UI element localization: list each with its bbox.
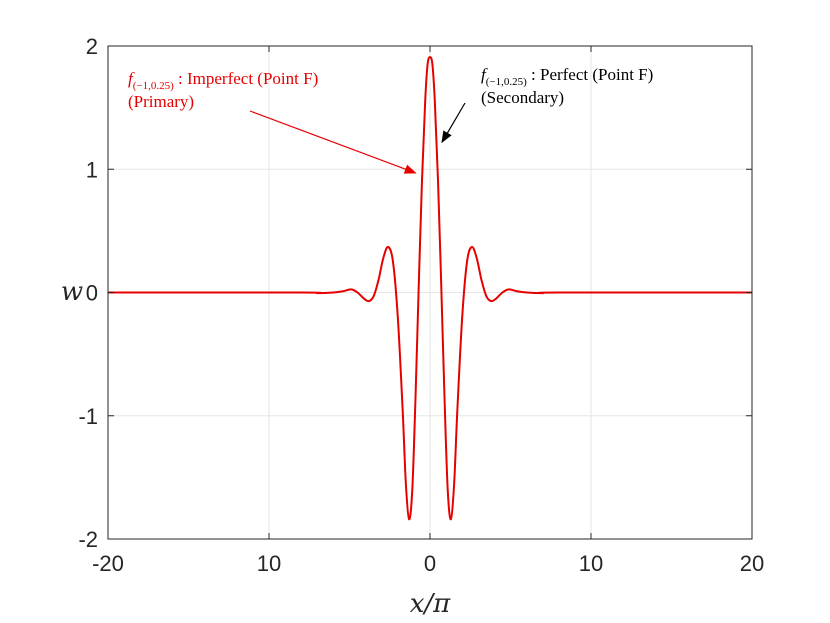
y-tick-label: -1 bbox=[78, 404, 98, 429]
annotation-primary-text: : Imperfect (Point F) bbox=[174, 69, 318, 88]
annotation-primary-func: f bbox=[128, 69, 135, 88]
y-tick-label: 1 bbox=[86, 157, 98, 182]
annotation-secondary-line2: (Secondary) bbox=[481, 88, 564, 107]
tick-marks bbox=[107, 45, 753, 540]
x-tick-label: 0 bbox=[424, 551, 436, 576]
y-tick-label: 0 bbox=[86, 281, 98, 306]
annotation-secondary-arrow bbox=[441, 102, 466, 144]
annotation-secondary-text: : Perfect (Point F) bbox=[527, 65, 654, 84]
series-layer bbox=[107, 56, 753, 521]
annotation-primary-arrow bbox=[249, 110, 417, 174]
y-tick-label: 2 bbox=[86, 34, 98, 59]
annotation-secondary-func: f bbox=[481, 65, 488, 84]
x-axis-label: x/π bbox=[410, 589, 451, 619]
x-tick-label: -20 bbox=[92, 551, 124, 576]
annotation-primary-sub: (−1,0.25) bbox=[133, 80, 174, 92]
annotation-primary: f(−1,0.25) : Imperfect (Point F) (Primar… bbox=[128, 69, 318, 111]
y-tick-label: -2 bbox=[78, 527, 98, 552]
x-tick-label: 20 bbox=[740, 551, 764, 576]
y-tick-labels: 2 1 0 -1 -2 bbox=[78, 34, 98, 552]
x-tick-label: 10 bbox=[257, 551, 281, 576]
svg-text:f(−1,0.25) : Perfect (Point F): f(−1,0.25) : Perfect (Point F) bbox=[481, 65, 653, 88]
annotation-primary-line2: (Primary) bbox=[128, 92, 194, 111]
annotation-secondary-sub: (−1,0.25) bbox=[486, 76, 527, 88]
annotation-secondary: f(−1,0.25) : Perfect (Point F) (Secondar… bbox=[481, 65, 653, 107]
x-tick-labels: -20 10 0 10 20 bbox=[92, 551, 764, 576]
series-line-primary bbox=[107, 56, 753, 521]
y-axis-label: w bbox=[61, 277, 83, 307]
x-tick-label: 10 bbox=[579, 551, 603, 576]
svg-text:f(−1,0.25) : Imperfect (Point: f(−1,0.25) : Imperfect (Point F) bbox=[128, 69, 318, 92]
